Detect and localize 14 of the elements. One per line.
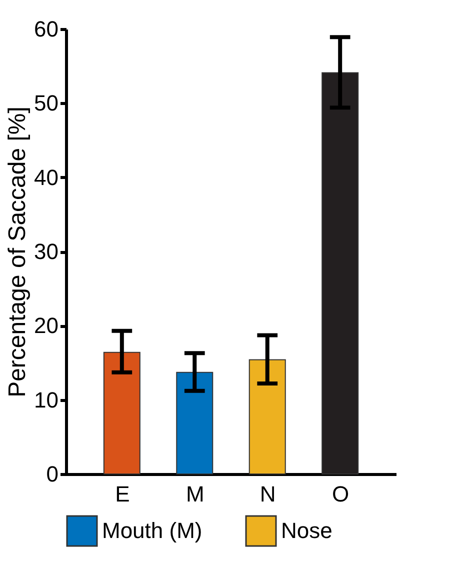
y-tick-label: 50 (34, 90, 58, 116)
y-tick-label: 10 (34, 387, 58, 412)
y-tick-label: 20 (34, 313, 58, 338)
legend-label: Nose (281, 518, 332, 543)
x-tick-label: O (332, 482, 350, 506)
y-tick-label: 30 (34, 239, 58, 264)
y-axis-title: Percentage of Saccade [%] (4, 106, 32, 398)
x-tick-label: E (115, 482, 130, 506)
x-tick-label: N (260, 482, 276, 506)
x-tick-label: M (186, 482, 204, 506)
y-tick-label: 0 (46, 462, 58, 486)
legend-label: Mouth (M) (102, 518, 202, 543)
y-tick-label: 60 (34, 16, 58, 42)
y-tick-label: 40 (34, 164, 58, 190)
